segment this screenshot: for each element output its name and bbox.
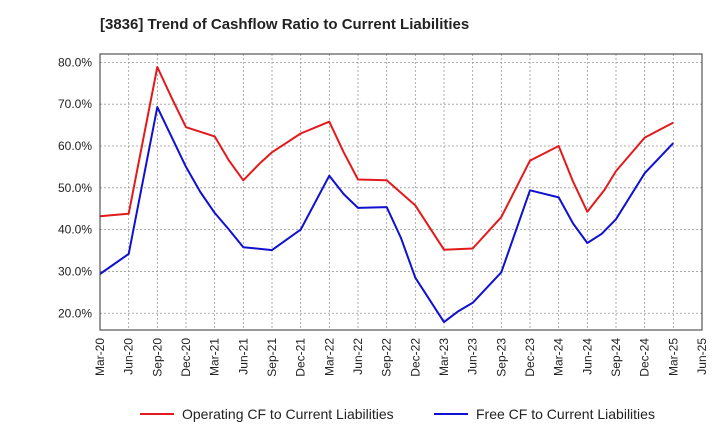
x-tick-label: Jun-20 — [122, 338, 136, 375]
x-tick-label: Dec-20 — [179, 338, 193, 377]
y-tick-label: 40.0% — [58, 223, 92, 237]
legend-label-1: Operating CF to Current Liabilities — [182, 406, 394, 422]
x-tick-label: Sep-23 — [494, 338, 508, 377]
y-tick-label: 70.0% — [58, 97, 92, 111]
y-tick-label: 50.0% — [58, 181, 92, 195]
legend: Operating CF to Current Liabilities Free … — [140, 406, 655, 422]
y-axis: 20.0% 30.0% 40.0% 50.0% 60.0% 70.0% 80.0% — [58, 55, 92, 320]
series-lines — [99, 66, 675, 324]
x-tick-label: Sep-21 — [265, 338, 279, 377]
x-tick-label: Dec-24 — [638, 338, 652, 377]
legend-label-2: Free CF to Current Liabilities — [476, 406, 655, 422]
x-tick-label: Mar-21 — [208, 338, 222, 376]
x-tick-label: Mar-20 — [93, 338, 107, 376]
y-tick-label: 30.0% — [58, 264, 92, 278]
x-tick-label: Dec-21 — [294, 338, 308, 377]
x-tick-label: Sep-20 — [150, 338, 164, 377]
x-tick-label: Jun-23 — [466, 338, 480, 375]
series-line-1 — [99, 66, 674, 251]
x-tick-label: Dec-22 — [408, 338, 422, 377]
y-tick-label: 80.0% — [58, 55, 92, 69]
x-tick-label: Mar-25 — [666, 338, 680, 376]
x-tick-label: Mar-24 — [552, 338, 566, 376]
x-tick-label: Mar-22 — [322, 338, 336, 376]
x-tick-label: Jun-25 — [695, 338, 709, 375]
series-line-2 — [99, 106, 675, 324]
x-tick-label: Sep-24 — [609, 338, 623, 377]
x-tick-label: Jun-21 — [236, 338, 250, 375]
y-tick-label: 20.0% — [58, 306, 92, 320]
x-tick-label: Sep-22 — [380, 338, 394, 377]
y-tick-label: 60.0% — [58, 139, 92, 153]
x-tick-label: Dec-23 — [523, 338, 537, 377]
x-tick-label: Jun-22 — [351, 338, 365, 375]
x-axis: Mar-20 Jun-20 Sep-20 Dec-20 Mar-21 Jun-21 Sep-… — [93, 338, 709, 377]
x-tick-label: Jun-24 — [580, 338, 594, 375]
plot-frame — [99, 53, 703, 331]
chart-title: [3836] Trend of Cashflow Ratio to Curren… — [100, 16, 470, 33]
x-tick-label: Mar-23 — [437, 338, 451, 376]
